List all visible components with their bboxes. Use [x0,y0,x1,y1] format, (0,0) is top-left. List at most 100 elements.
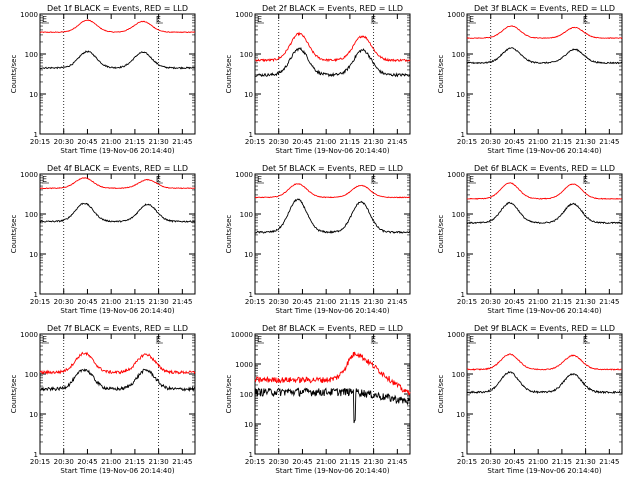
panel-3: Det 3f BLACK = Events, RED = LLD 1 10 100 10… [437,4,623,155]
x-tick-label: 20:15 [457,138,477,146]
y-tick-label: 1 [461,131,465,139]
panel-title: Det 2f BLACK = Events, RED = LLD [262,4,403,13]
plot-frame [39,13,196,135]
panel-title: Det 6f BLACK = Events, RED = LLD [474,164,615,173]
x-tick-label: 21:15 [552,298,572,306]
x-axis-label: Start Time (19-Nov-06 20:14:40) [487,147,601,155]
x-tick-label: 20:45 [77,298,97,306]
y-tick-label: 100 [452,211,465,219]
series-events-line [466,370,623,395]
y-tick-label: 1 [249,451,253,459]
x-tick-label: 20:45 [77,138,97,146]
x-tick-label: 21:00 [316,298,336,306]
y-tick-label: 1 [461,451,465,459]
y-tick-label: 100 [240,51,253,59]
x-axis-label: Start Time (19-Nov-06 20:14:40) [60,307,174,315]
series-lld-line [39,177,196,190]
y-tick-label: 10 [456,251,465,259]
x-tick-label: 20:30 [481,298,501,306]
x-tick-label: 21:45 [599,298,619,306]
x-axis-label: Start Time (19-Nov-06 20:14:40) [60,147,174,155]
x-axis-label: Start Time (19-Nov-06 20:14:40) [487,307,601,315]
x-tick-label: 20:30 [54,138,74,146]
y-axis-label: Counts/sec [437,215,445,254]
plot-frame [39,173,196,295]
x-tick-label: 21:00 [528,138,548,146]
y-tick-label: 1000 [447,171,465,179]
x-tick-label: 21:15 [340,138,360,146]
panel-2: Det 2f BLACK = Events, RED = LLD 1 10 100 10… [225,4,411,155]
x-tick-label: 20:30 [269,298,289,306]
series-lld-line [39,19,196,34]
series-events-line [466,201,623,225]
series-events-line [254,387,411,424]
x-tick-label: 20:45 [292,298,312,306]
y-tick-label: 100 [240,211,253,219]
series-lld-line [466,25,623,40]
plot-frame [466,173,623,295]
x-tick-label: 20:15 [30,138,50,146]
y-axis-label: Counts/sec [437,375,445,414]
event-marker-label: E [583,335,588,344]
x-tick-label: 21:30 [576,138,596,146]
event-marker-label: E [371,335,376,344]
y-tick-label: 1 [34,291,38,299]
y-tick-label: 10 [456,411,465,419]
y-tick-label: 1000 [20,11,38,19]
panel-7: Det 7f BLACK = Events, RED = LLD 1 10 100 10… [10,324,196,475]
x-tick-label: 20:15 [245,298,265,306]
y-tick-label: 10 [456,91,465,99]
y-tick-label: 1000 [20,331,38,339]
panel-4: Det 4f BLACK = Events, RED = LLD 1 10 100 10… [10,164,196,315]
series-events-line [39,202,196,223]
y-axis-label: Counts/sec [225,55,233,94]
x-tick-label: 20:45 [292,458,312,466]
x-tick-label: 21:15 [340,298,360,306]
y-axis-label: Counts/sec [10,55,18,94]
x-tick-label: 21:15 [125,298,145,306]
x-tick-label: 21:00 [101,138,121,146]
plot-frame [466,333,623,455]
x-tick-label: 21:45 [387,458,407,466]
y-tick-label: 1000 [447,11,465,19]
event-marker-label: E [583,15,588,24]
x-tick-label: 21:45 [172,138,192,146]
plot-frame [254,333,411,455]
x-axis-label: Start Time (19-Nov-06 20:14:40) [487,467,601,475]
x-axis-label: Start Time (19-Nov-06 20:14:40) [60,467,174,475]
x-tick-label: 21:30 [149,298,169,306]
x-tick-label: 21:30 [576,458,596,466]
series-events-line [254,198,411,234]
series-lld-line [466,182,622,200]
series-lld-line [254,351,411,396]
y-tick-label: 100 [25,371,38,379]
x-tick-label: 21:30 [364,458,384,466]
x-tick-label: 21:00 [528,458,548,466]
x-tick-label: 20:15 [30,458,50,466]
x-tick-label: 21:30 [364,298,384,306]
x-tick-label: 21:15 [125,458,145,466]
panel-8: Det 8f BLACK = Events, RED = LLD 1 10 100 10… [225,324,411,475]
x-tick-label: 20:15 [245,458,265,466]
y-tick-label: 10 [29,91,38,99]
panel-5: Det 5f BLACK = Events, RED = LLD 1 10 100 10… [225,164,411,315]
event-marker-label: E [371,175,376,184]
event-marker-label: E [156,335,161,344]
panel-1: Det 1f BLACK = Events, RED = LLD 1 10 100 10… [10,4,196,155]
y-axis-label: Counts/sec [10,375,18,414]
series-lld-line [466,353,623,371]
y-axis-label: Counts/sec [437,55,445,94]
plot-frame [466,13,623,135]
event-marker-label: E [257,335,262,344]
event-marker-label: E [156,15,161,24]
y-tick-label: 10 [244,91,253,99]
x-tick-label: 20:45 [504,298,524,306]
y-axis-label: Counts/sec [225,215,233,254]
series-events-line [466,47,623,65]
x-tick-label: 21:00 [101,458,121,466]
y-tick-label: 1000 [235,171,253,179]
x-tick-label: 20:45 [77,458,97,466]
y-tick-label: 100 [25,51,38,59]
event-marker-label: E [156,175,161,184]
